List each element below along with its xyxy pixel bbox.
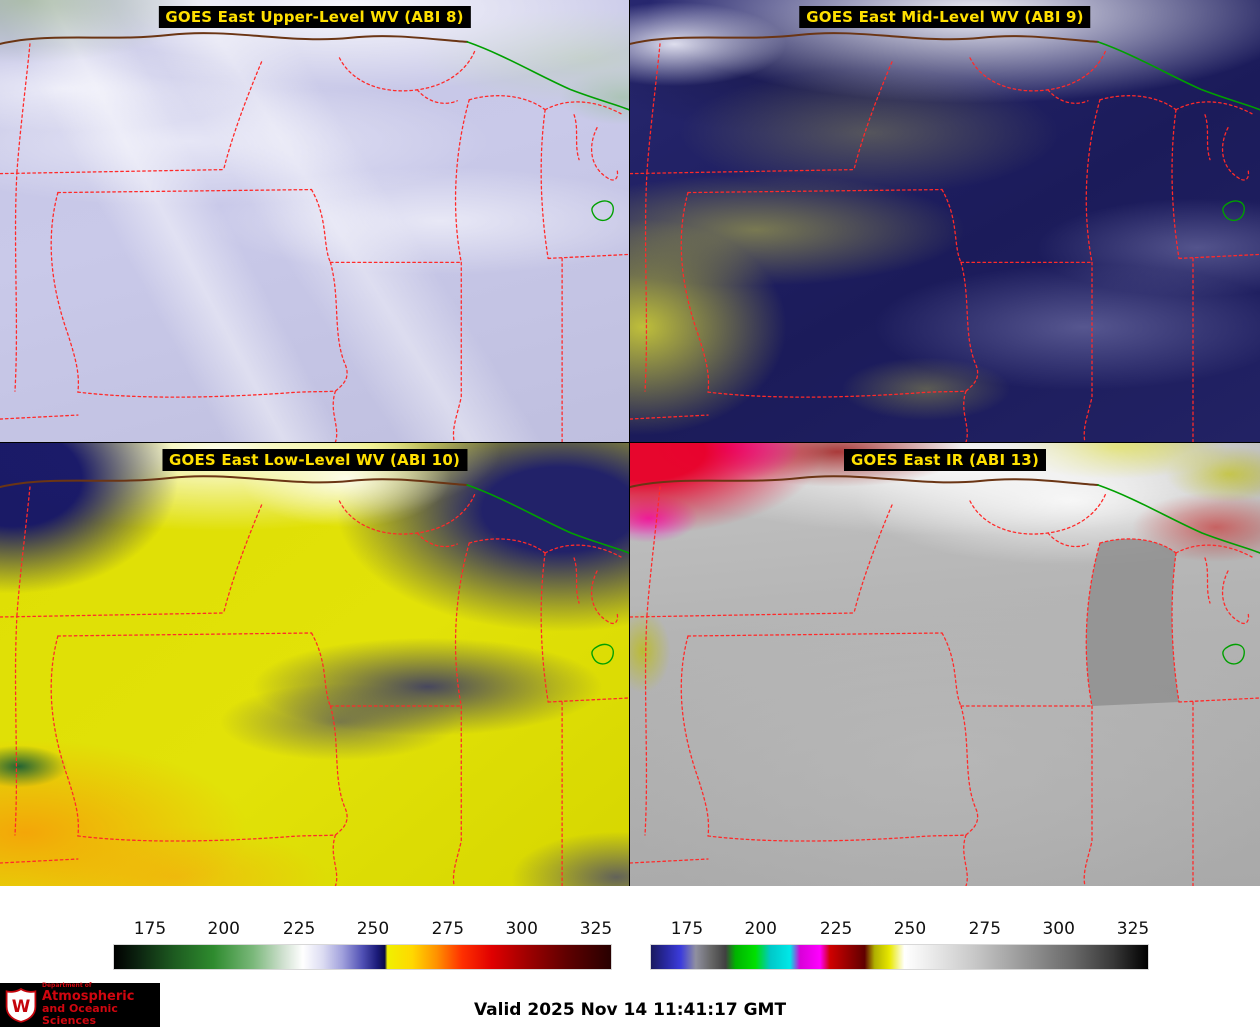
logo-line-3: and Oceanic Sciences <box>42 1002 118 1027</box>
panel-title-abi10: GOES East Low-Level WV (ABI 10) <box>161 449 468 471</box>
lake-michigan-shape <box>1086 538 1179 706</box>
quad-panel-grid: GOES East Upper-Level WV (ABI 8) GOES Ea… <box>0 0 1260 886</box>
tick-label: 225 <box>282 919 316 939</box>
state-boundary-overlay <box>630 475 1260 886</box>
ir-colorbar: 175 200 225 250 275 300 325 <box>650 918 1149 972</box>
state-boundary-overlay <box>630 32 1260 442</box>
svg-text:W: W <box>12 996 31 1016</box>
state-boundary-overlay <box>0 32 629 442</box>
tick-label: 175 <box>670 919 704 939</box>
ir-colorbar-gradient <box>650 944 1149 970</box>
tick-label: 300 <box>1042 919 1075 939</box>
tick-label: 250 <box>893 919 927 939</box>
state-boundary-overlay <box>0 475 629 886</box>
tick-label: 250 <box>356 919 390 939</box>
wv-colorbar-ticks: 175 200 225 250 275 300 325 <box>113 918 613 944</box>
tick-label: 325 <box>579 919 613 939</box>
ir-colorbar-ticks: 175 200 225 250 275 300 325 <box>650 918 1150 944</box>
logo-text: Department of Atmospheric and Oceanic Sc… <box>42 982 155 1027</box>
panel-low-level-wv: GOES East Low-Level WV (ABI 10) <box>0 443 630 886</box>
panel-title-abi8: GOES East Upper-Level WV (ABI 8) <box>158 6 471 28</box>
tick-label: 275 <box>968 919 1002 939</box>
tick-label: 225 <box>819 919 853 939</box>
panel-title-abi13: GOES East IR (ABI 13) <box>843 449 1047 471</box>
tick-label: 175 <box>133 919 167 939</box>
wv-colorbar-gradient <box>113 944 612 970</box>
panel-upper-level-wv: GOES East Upper-Level WV (ABI 8) <box>0 0 630 443</box>
tick-label: 275 <box>431 919 465 939</box>
tick-label: 325 <box>1116 919 1150 939</box>
wv-colorbar: 175 200 225 250 275 300 325 <box>113 918 612 972</box>
panel-title-abi9: GOES East Mid-Level WV (ABI 9) <box>799 6 1091 28</box>
panel-mid-level-wv: GOES East Mid-Level WV (ABI 9) <box>630 0 1260 443</box>
uw-crest-icon: W <box>5 987 37 1023</box>
panel-ir: GOES East IR (ABI 13) <box>630 443 1260 886</box>
logo-line-2: Atmospheric <box>42 988 135 1004</box>
tick-label: 200 <box>207 919 240 939</box>
valid-timestamp: Valid 2025 Nov 14 11:41:17 GMT <box>473 1000 787 1020</box>
aos-department-logo: W Department of Atmospheric and Oceanic … <box>0 983 160 1027</box>
tick-label: 200 <box>744 919 777 939</box>
logo-line-1: Department of <box>42 982 92 990</box>
tick-label: 300 <box>505 919 538 939</box>
